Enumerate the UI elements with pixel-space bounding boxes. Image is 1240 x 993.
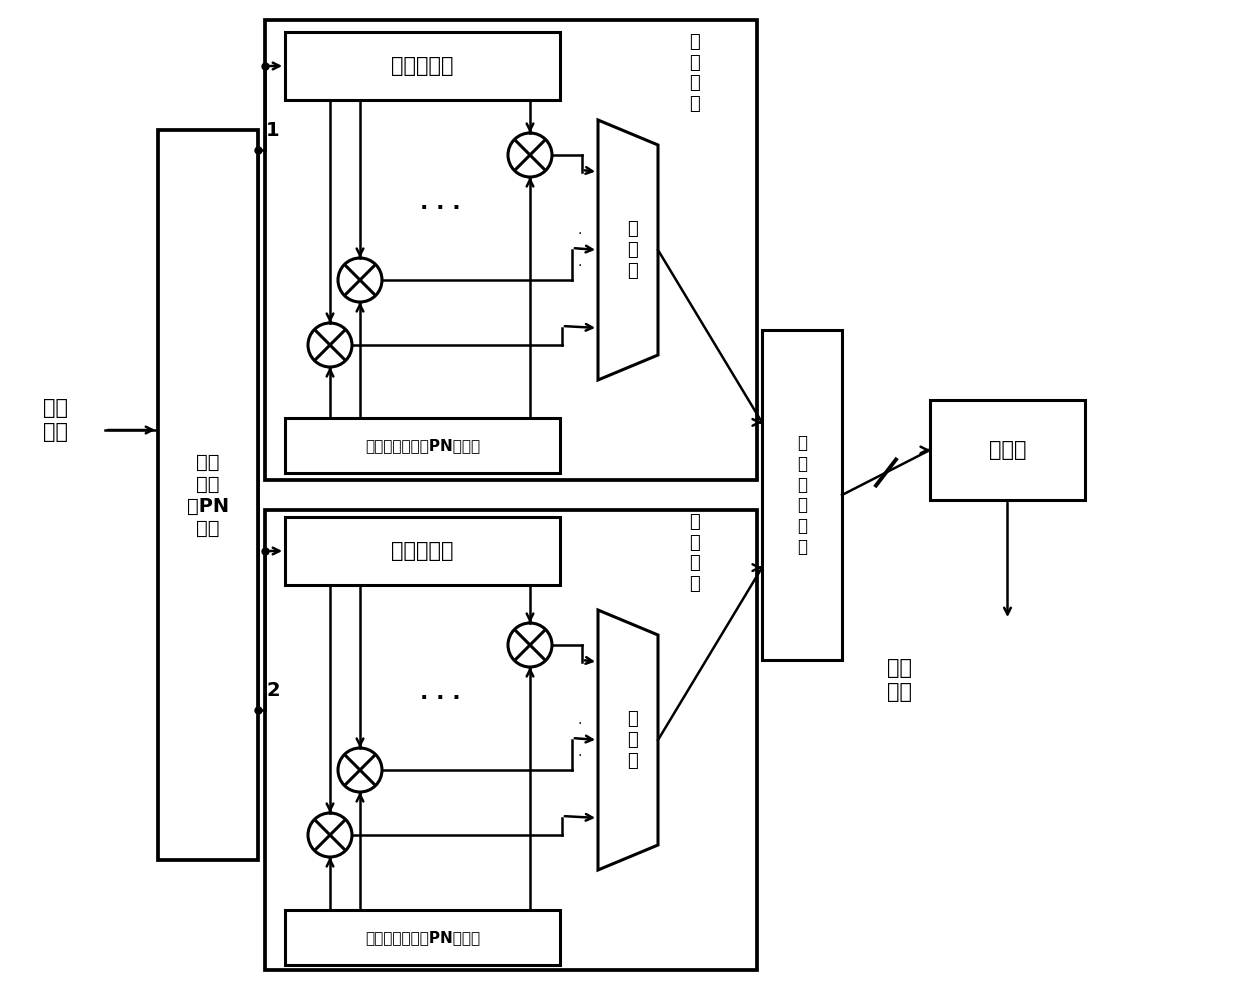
Bar <box>285 910 560 965</box>
Text: 移位寄存器: 移位寄存器 <box>392 56 454 76</box>
Text: . . .: . . . <box>419 193 460 213</box>
Bar <box>285 32 560 100</box>
Text: 移位寄存器: 移位寄存器 <box>392 541 454 561</box>
Bar <box>763 330 842 660</box>
Text: 最
大
値
检
测
器: 最 大 値 检 测 器 <box>797 434 807 556</box>
Circle shape <box>508 133 552 177</box>
Text: 第
一
窗
口: 第 一 窗 口 <box>689 33 701 113</box>
Text: 1: 1 <box>267 120 280 139</box>
Text: 存储器（原循环PN序列）: 存储器（原循环PN序列） <box>365 930 480 945</box>
Circle shape <box>339 258 382 302</box>
Bar <box>930 400 1085 500</box>
Bar <box>285 517 560 585</box>
Text: 累
加
器: 累 加 器 <box>627 220 639 280</box>
Text: 2: 2 <box>267 680 280 699</box>
Text: 比较器: 比较器 <box>988 440 1027 460</box>
Circle shape <box>308 323 352 367</box>
Bar <box>157 130 258 860</box>
Text: ·
·
·: · · · <box>578 717 583 764</box>
Text: 第
二
窗
口: 第 二 窗 口 <box>689 512 701 593</box>
Circle shape <box>508 623 552 667</box>
Text: 分离
数据: 分离 数据 <box>42 398 67 442</box>
Bar <box>265 510 756 970</box>
Polygon shape <box>598 610 658 870</box>
Polygon shape <box>598 120 658 380</box>
Text: 累
加
器: 累 加 器 <box>627 710 639 770</box>
Text: ·
·
·: · · · <box>578 226 583 273</box>
Bar <box>265 20 756 480</box>
Circle shape <box>308 813 352 857</box>
Bar <box>285 418 560 473</box>
Text: 嵌套
性循
环PN
序列: 嵌套 性循 环PN 序列 <box>187 453 229 537</box>
Text: 存储器（原循环PN序列）: 存储器（原循环PN序列） <box>365 438 480 453</box>
Text: . . .: . . . <box>419 683 460 703</box>
Text: 定时
同步: 定时 同步 <box>888 658 913 702</box>
Circle shape <box>339 748 382 792</box>
